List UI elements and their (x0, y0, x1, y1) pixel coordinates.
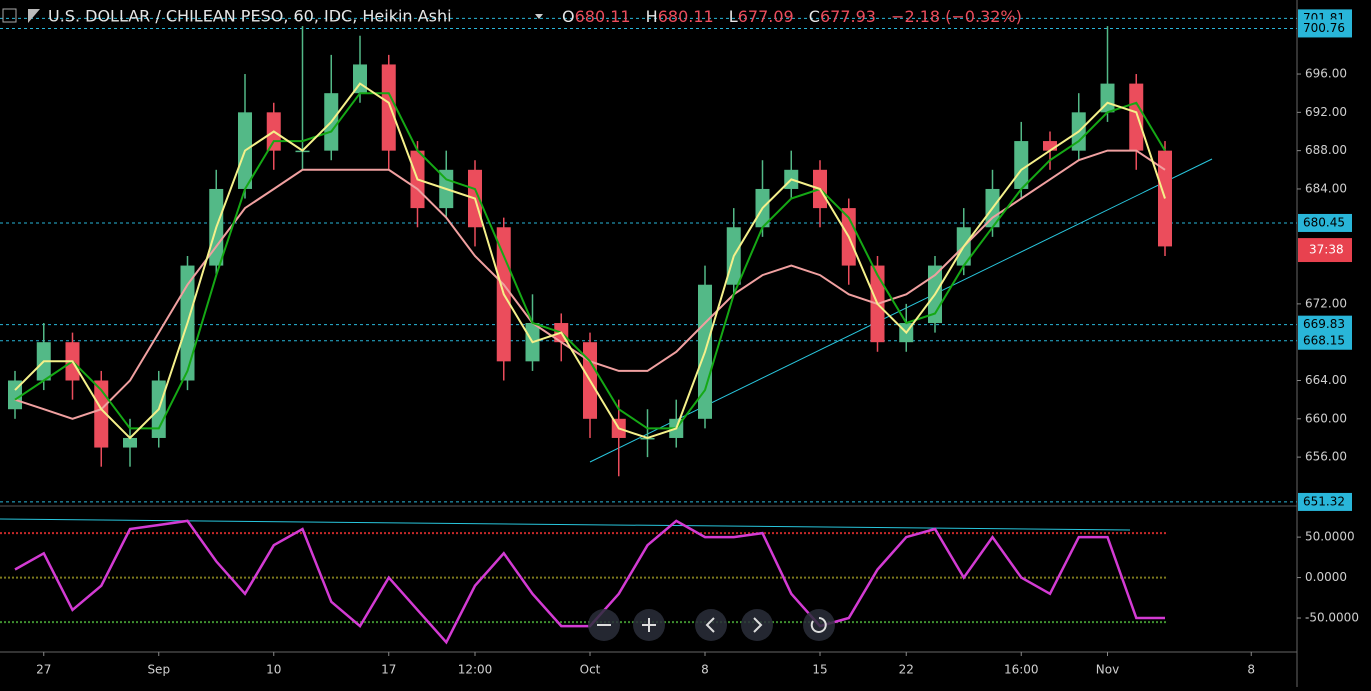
x-tick-label: 12:00 (458, 663, 493, 677)
symbol-flag (28, 9, 40, 23)
price-line-label: 668.15 (1303, 333, 1345, 347)
menu-icon[interactable] (2, 8, 17, 23)
y-tick-label: -50.0000 (1305, 611, 1359, 625)
candle-body (381, 64, 396, 151)
y-tick-label: 50.0000 (1305, 530, 1355, 544)
ohlc-key: C (809, 7, 820, 26)
price-line-label: 680.45 (1303, 215, 1345, 229)
y-tick-label: 664.00 (1305, 373, 1347, 387)
change: −2.18 (−0.32%) (891, 7, 1022, 26)
x-tick-label: 8 (701, 663, 709, 677)
x-tick-label: 8 (1247, 663, 1255, 677)
legend-header: U.S. DOLLAR / CHILEAN PESO, 60, IDC, Hei… (2, 7, 1022, 26)
candle-body (1129, 83, 1144, 151)
x-tick-label: 15 (812, 663, 827, 677)
icon (753, 617, 763, 633)
candle-body (123, 437, 137, 448)
y-tick-label: 684.00 (1305, 181, 1347, 195)
price-line-tag (1298, 213, 1352, 232)
icon (642, 618, 656, 632)
x-tick-label: 16:00 (1004, 663, 1039, 677)
x-tick-label: 22 (899, 663, 914, 677)
price-line-tag (1298, 492, 1352, 511)
y-tick-label: 696.00 (1305, 67, 1347, 81)
candle-body (1043, 141, 1057, 151)
x-tick-label: Oct (580, 663, 601, 677)
countdown-tag (1298, 241, 1352, 260)
candle-body (94, 380, 109, 448)
x-tick-label: 17 (381, 663, 396, 677)
x-tick-label: 27 (36, 663, 51, 677)
ohlc-key: O (562, 7, 575, 26)
symbol-title[interactable]: U.S. DOLLAR / CHILEAN PESO, 60, IDC, Hei… (48, 7, 452, 26)
candle-body (1014, 141, 1029, 189)
y-tick-label: 0.0000 (1305, 570, 1347, 584)
y-tick-label: 660.00 (1305, 411, 1347, 425)
y-tick-label: 688.00 (1305, 143, 1347, 157)
ohlc-value: 680.11 (575, 7, 631, 26)
ohlc-value: 677.93 (820, 7, 876, 26)
x-tick-label: Nov (1096, 663, 1119, 677)
y-tick-label: 672.00 (1305, 296, 1347, 310)
zoom-toolbar (588, 609, 835, 641)
y-tick-label: 692.00 (1305, 105, 1347, 119)
trend-line (589, 158, 1213, 463)
price-line-tag (1298, 331, 1352, 350)
ohlc-key: H (646, 7, 658, 26)
price-line-tag (1298, 19, 1352, 38)
ohlc-legend: O680.11 H680.11 L677.09 C677.93 −2.18 (−… (562, 7, 1022, 26)
scroll-left-button[interactable] (695, 609, 727, 641)
ohlc-value: 677.09 (738, 7, 794, 26)
y-tick-label: 656.00 (1305, 450, 1347, 464)
dropdown-arrow[interactable] (535, 14, 543, 19)
countdown-label: 37:38 (1309, 243, 1344, 257)
ohlc-key: L (729, 7, 738, 26)
reset-button[interactable] (803, 609, 835, 641)
scroll-right-button[interactable] (741, 609, 773, 641)
price-line-label: 669.83 (1303, 317, 1345, 331)
candle-body (1158, 150, 1172, 247)
ohlc-value: 680.11 (658, 7, 714, 26)
price-line-tag (1298, 315, 1352, 334)
icon (810, 617, 827, 633)
x-tick-label: 10 (266, 663, 281, 677)
moving-average (14, 92, 1166, 430)
moving-average (14, 82, 1166, 440)
x-tick-label: Sep (147, 663, 170, 677)
price-line-label: 651.32 (1303, 494, 1345, 508)
icon (705, 617, 715, 633)
price-line-label: 700.76 (1303, 21, 1345, 35)
